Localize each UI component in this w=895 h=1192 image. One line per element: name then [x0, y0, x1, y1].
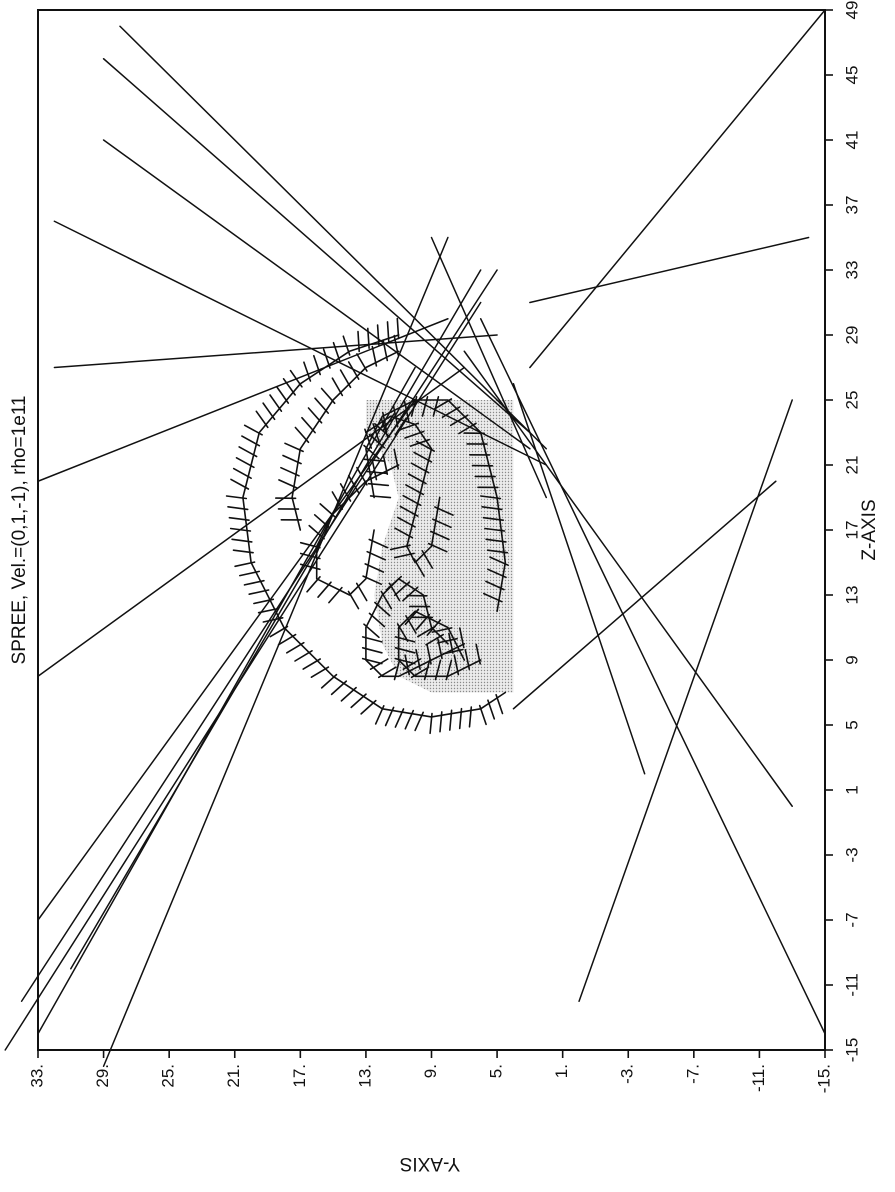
- x-axis-label: Z-AXIS: [859, 499, 880, 560]
- x-tick-label: -15: [842, 1038, 861, 1063]
- x-tick-label: 25: [842, 391, 861, 410]
- ray-line-9: [20, 269, 498, 1002]
- ray-line-4: [102, 236, 449, 1067]
- y-tick-label: -11.: [749, 1064, 768, 1092]
- x-tick-label: 45: [842, 66, 861, 85]
- trajectory-hatch-5: [299, 448, 400, 610]
- ray-line-15: [430, 236, 548, 499]
- x-tick-label: 9: [842, 655, 861, 664]
- ray-line-13: [119, 25, 548, 450]
- y-axis-ticks: 33. 29. 25. 21. 17. 13. 9. 5. 1. -3. -7. -11. -15.: [27, 1050, 833, 1093]
- chart-title: SPREE, Vel.=(0,1,-1), rho=1e11: [9, 396, 30, 665]
- ray-line-20: [512, 383, 646, 775]
- trajectory-hatch-3: [363, 395, 509, 603]
- x-tick-label: 49: [842, 1, 861, 20]
- trajectory-hatch-2: [274, 334, 400, 521]
- y-tick-label: 1.: [552, 1064, 571, 1078]
- x-tick-label: 37: [842, 196, 861, 215]
- ray-line-10: [53, 220, 548, 466]
- ray-line-12: [102, 58, 531, 434]
- x-tick-label: -3: [842, 847, 861, 862]
- ray-line-5: [53, 334, 498, 369]
- ray-layer: [4, 9, 826, 1067]
- x-tick-label: 29: [842, 326, 861, 345]
- trajectory-layer: [242, 334, 507, 718]
- x-tick-label: -7: [842, 912, 861, 927]
- y-tick-label: 25.: [159, 1064, 178, 1088]
- y-axis-label: Y-AXIS: [400, 1153, 461, 1174]
- x-tick-label: 21: [842, 456, 861, 475]
- x-tick-label: -11: [842, 973, 861, 996]
- ray-line-11: [102, 139, 531, 450]
- shaded-region-layer: [365, 400, 514, 693]
- y-tick-label: 13.: [355, 1064, 374, 1088]
- y-tick-label: -15.: [814, 1064, 833, 1093]
- y-tick-label: 33.: [27, 1064, 46, 1088]
- x-axis-ticks: -15 -11 -7 -3 1 5 9 13 17 21 25 29 33 37 41 45 49: [825, 1, 861, 1063]
- ray-line-17: [463, 350, 793, 807]
- y-tick-label: -7.: [683, 1064, 702, 1084]
- ray-line-16: [529, 236, 810, 304]
- x-tick-label: 33: [842, 261, 861, 280]
- x-tick-label: 41: [842, 131, 861, 150]
- ray-line-19: [578, 399, 793, 1002]
- y-tick-label: 9.: [421, 1064, 440, 1078]
- ray-line-2: [37, 399, 416, 921]
- ray-line-14: [529, 9, 826, 369]
- ray-line-6: [37, 318, 449, 482]
- ray-line-8: [4, 301, 482, 1051]
- trajectory-7: [397, 610, 482, 678]
- trajectory-2: [291, 350, 400, 531]
- trajectory-1: [242, 334, 507, 718]
- trajectory-hatch-4: [364, 413, 454, 577]
- x-tick-label: 1: [842, 785, 861, 794]
- shaded-region: [365, 400, 514, 693]
- trajectory-5: [315, 464, 400, 596]
- trajectory-hatch-layer: [225, 317, 509, 735]
- x-tick-label: 13: [842, 586, 861, 605]
- trajectory-4: [365, 415, 441, 564]
- ray-line-7: [37, 366, 466, 677]
- x-tick-label: 5: [842, 720, 861, 729]
- y-tick-label: 29.: [93, 1064, 112, 1088]
- ray-line-1: [37, 366, 416, 1035]
- ray-line-21: [512, 480, 777, 710]
- trajectory-hatch-7: [394, 608, 482, 681]
- y-tick-label: 5.: [487, 1064, 506, 1078]
- trajectory-hatch-1: [225, 317, 504, 735]
- x-tick-label: 17: [842, 521, 861, 540]
- ray-line-18: [479, 318, 826, 1035]
- y-tick-label: 17.: [290, 1064, 309, 1088]
- y-tick-label: 21.: [224, 1064, 243, 1088]
- y-tick-label: -3.: [618, 1064, 637, 1084]
